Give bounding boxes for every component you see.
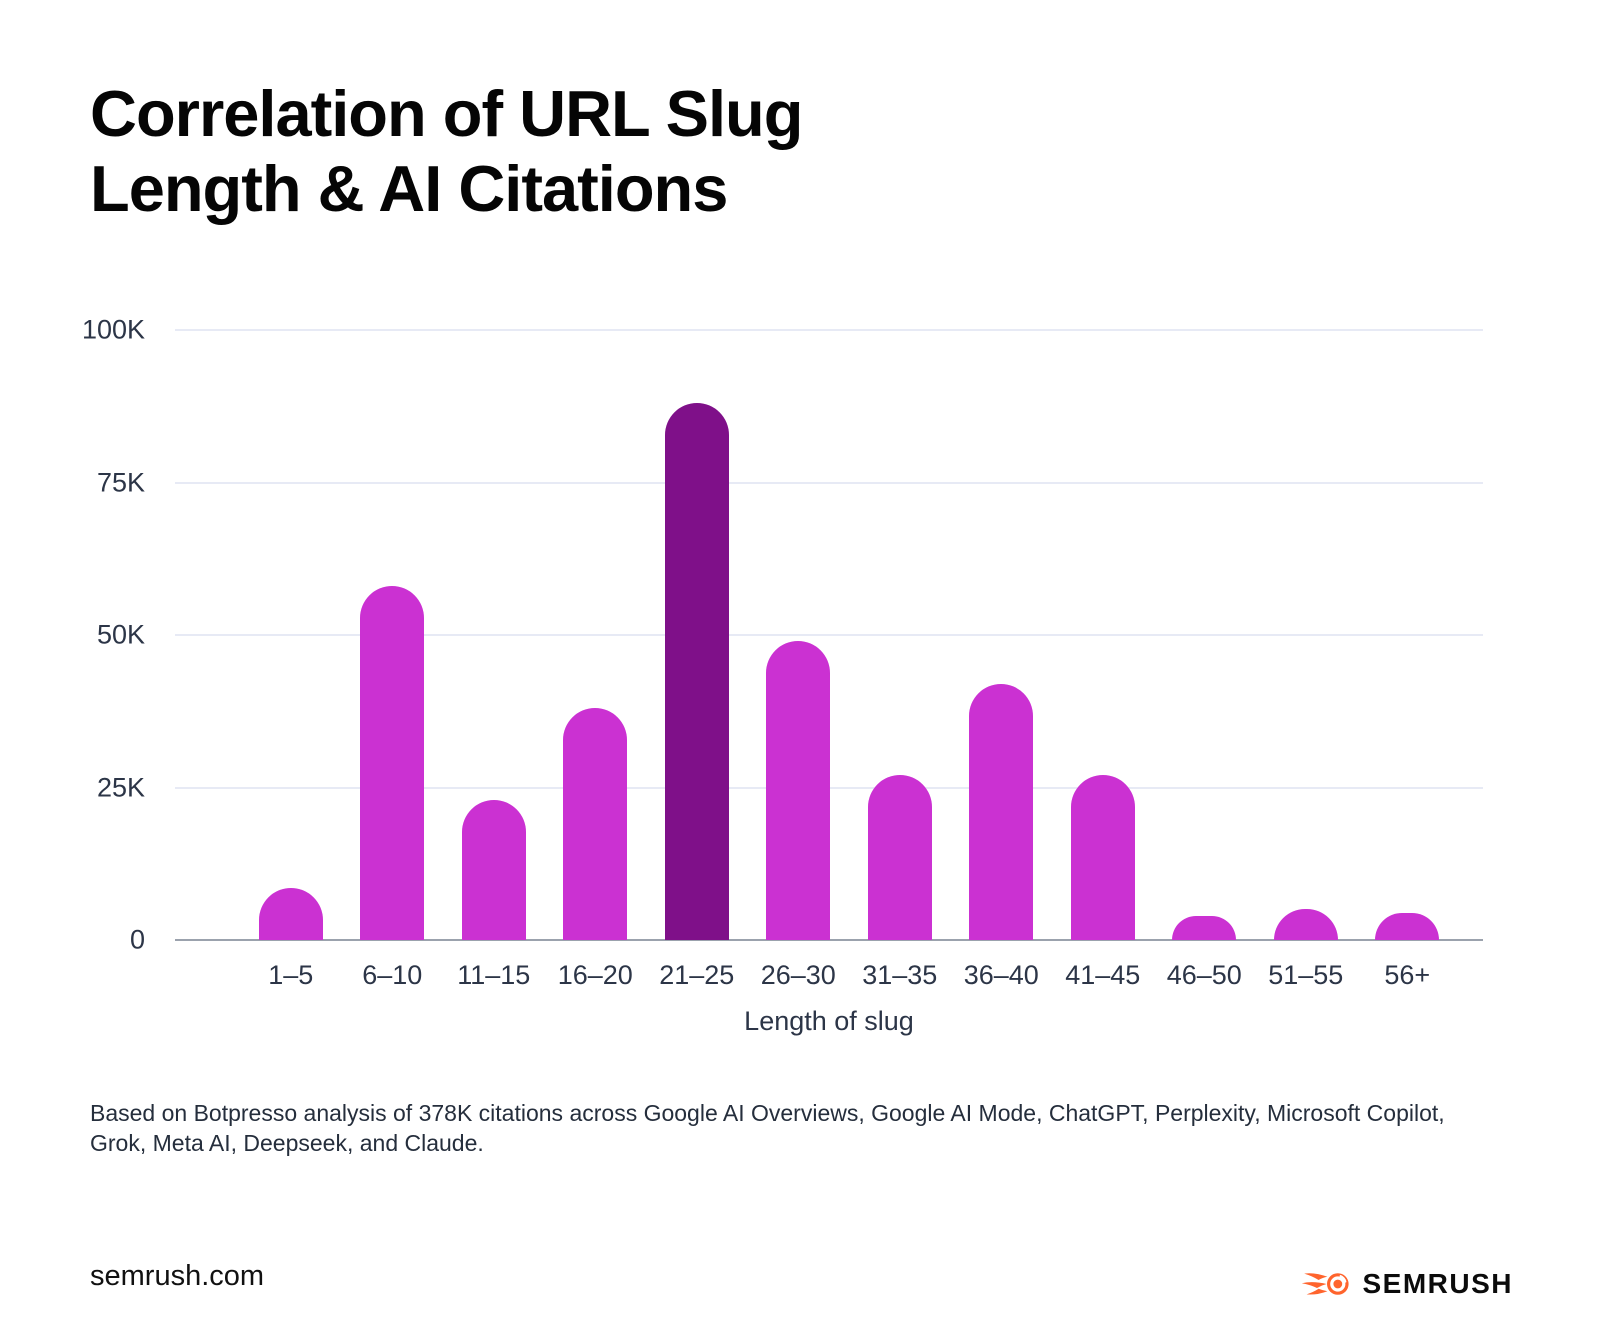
x-tick-26-30: 26–30	[760, 960, 836, 990]
bar-56plus	[1375, 913, 1440, 940]
footnote-line-1: Based on Botpresso analysis of 378K cita…	[90, 1100, 1445, 1126]
x-axis-title: Length of slug	[744, 1006, 914, 1036]
y-tick-0: 0	[129, 924, 145, 955]
x-axis: 1–5 6–10 11–15 16–20 21–25 26–30 31–35 36–40 41–…	[240, 960, 1458, 991]
plot-area: 1–5 6–10 11–15 16–20 21–25 26–30 31–35 36–40 41–…	[175, 329, 1483, 1036]
x-tick-16-20: 16–20	[557, 960, 633, 990]
bar-36-40	[969, 684, 1034, 940]
x-tick-56plus: 56+	[1384, 960, 1431, 990]
gridline-75k	[175, 481, 1483, 484]
bar-41-45	[1070, 775, 1135, 940]
x-tick-31-35: 31–35	[862, 960, 938, 990]
bar-1-5	[258, 888, 323, 940]
semrush-flame-icon	[1302, 1273, 1350, 1295]
bar-31-35	[867, 775, 932, 940]
gridline-100k	[175, 329, 1483, 331]
x-tick-46-50: 46–50	[1166, 960, 1242, 990]
bars	[240, 330, 1458, 940]
x-tick-21-25: 21–25	[659, 960, 735, 990]
site-url: semrush.com	[90, 1260, 265, 1292]
bar-46-50	[1172, 916, 1237, 940]
gridline-50k	[175, 634, 1483, 636]
x-tick-51-55: 51–55	[1268, 960, 1344, 990]
x-tick-41-45: 41–45	[1065, 960, 1141, 990]
bar-6-10	[360, 586, 425, 940]
y-axis: 100K 75K 50K 25K 0	[50, 315, 145, 955]
x-tick-1-5: 1–5	[268, 960, 314, 990]
bar-16-20	[563, 708, 628, 940]
bar-11-15	[461, 800, 526, 940]
y-tick-25k: 25K	[96, 772, 145, 802]
x-axis-baseline	[175, 939, 1483, 941]
x-tick-6-10: 6–10	[362, 960, 423, 990]
semrush-logo: SEMRUSH	[1301, 1266, 1513, 1302]
y-tick-75k: 75K	[96, 467, 145, 497]
footnote-line-2: Grok, Meta AI, Deepseek, and Claude.	[90, 1130, 484, 1156]
x-tick-11-15: 11–15	[457, 960, 531, 990]
bar-21-25	[664, 403, 729, 940]
title-line-2: Length & AI Citations	[90, 152, 728, 225]
footnote: Based on Botpresso analysis of 378K cita…	[90, 1098, 1445, 1158]
y-tick-50k: 50K	[96, 619, 145, 650]
bar-51-55	[1273, 909, 1338, 940]
y-tick-100k: 100K	[81, 314, 145, 345]
page-title: Correlation of URL Slug Length & AI Cita…	[90, 76, 803, 226]
title-line-1: Correlation of URL Slug	[90, 77, 803, 150]
semrush-wordmark: SEMRUSH	[1362, 1268, 1513, 1299]
bar-26-30	[766, 641, 831, 940]
x-tick-36-40: 36–40	[963, 960, 1039, 990]
